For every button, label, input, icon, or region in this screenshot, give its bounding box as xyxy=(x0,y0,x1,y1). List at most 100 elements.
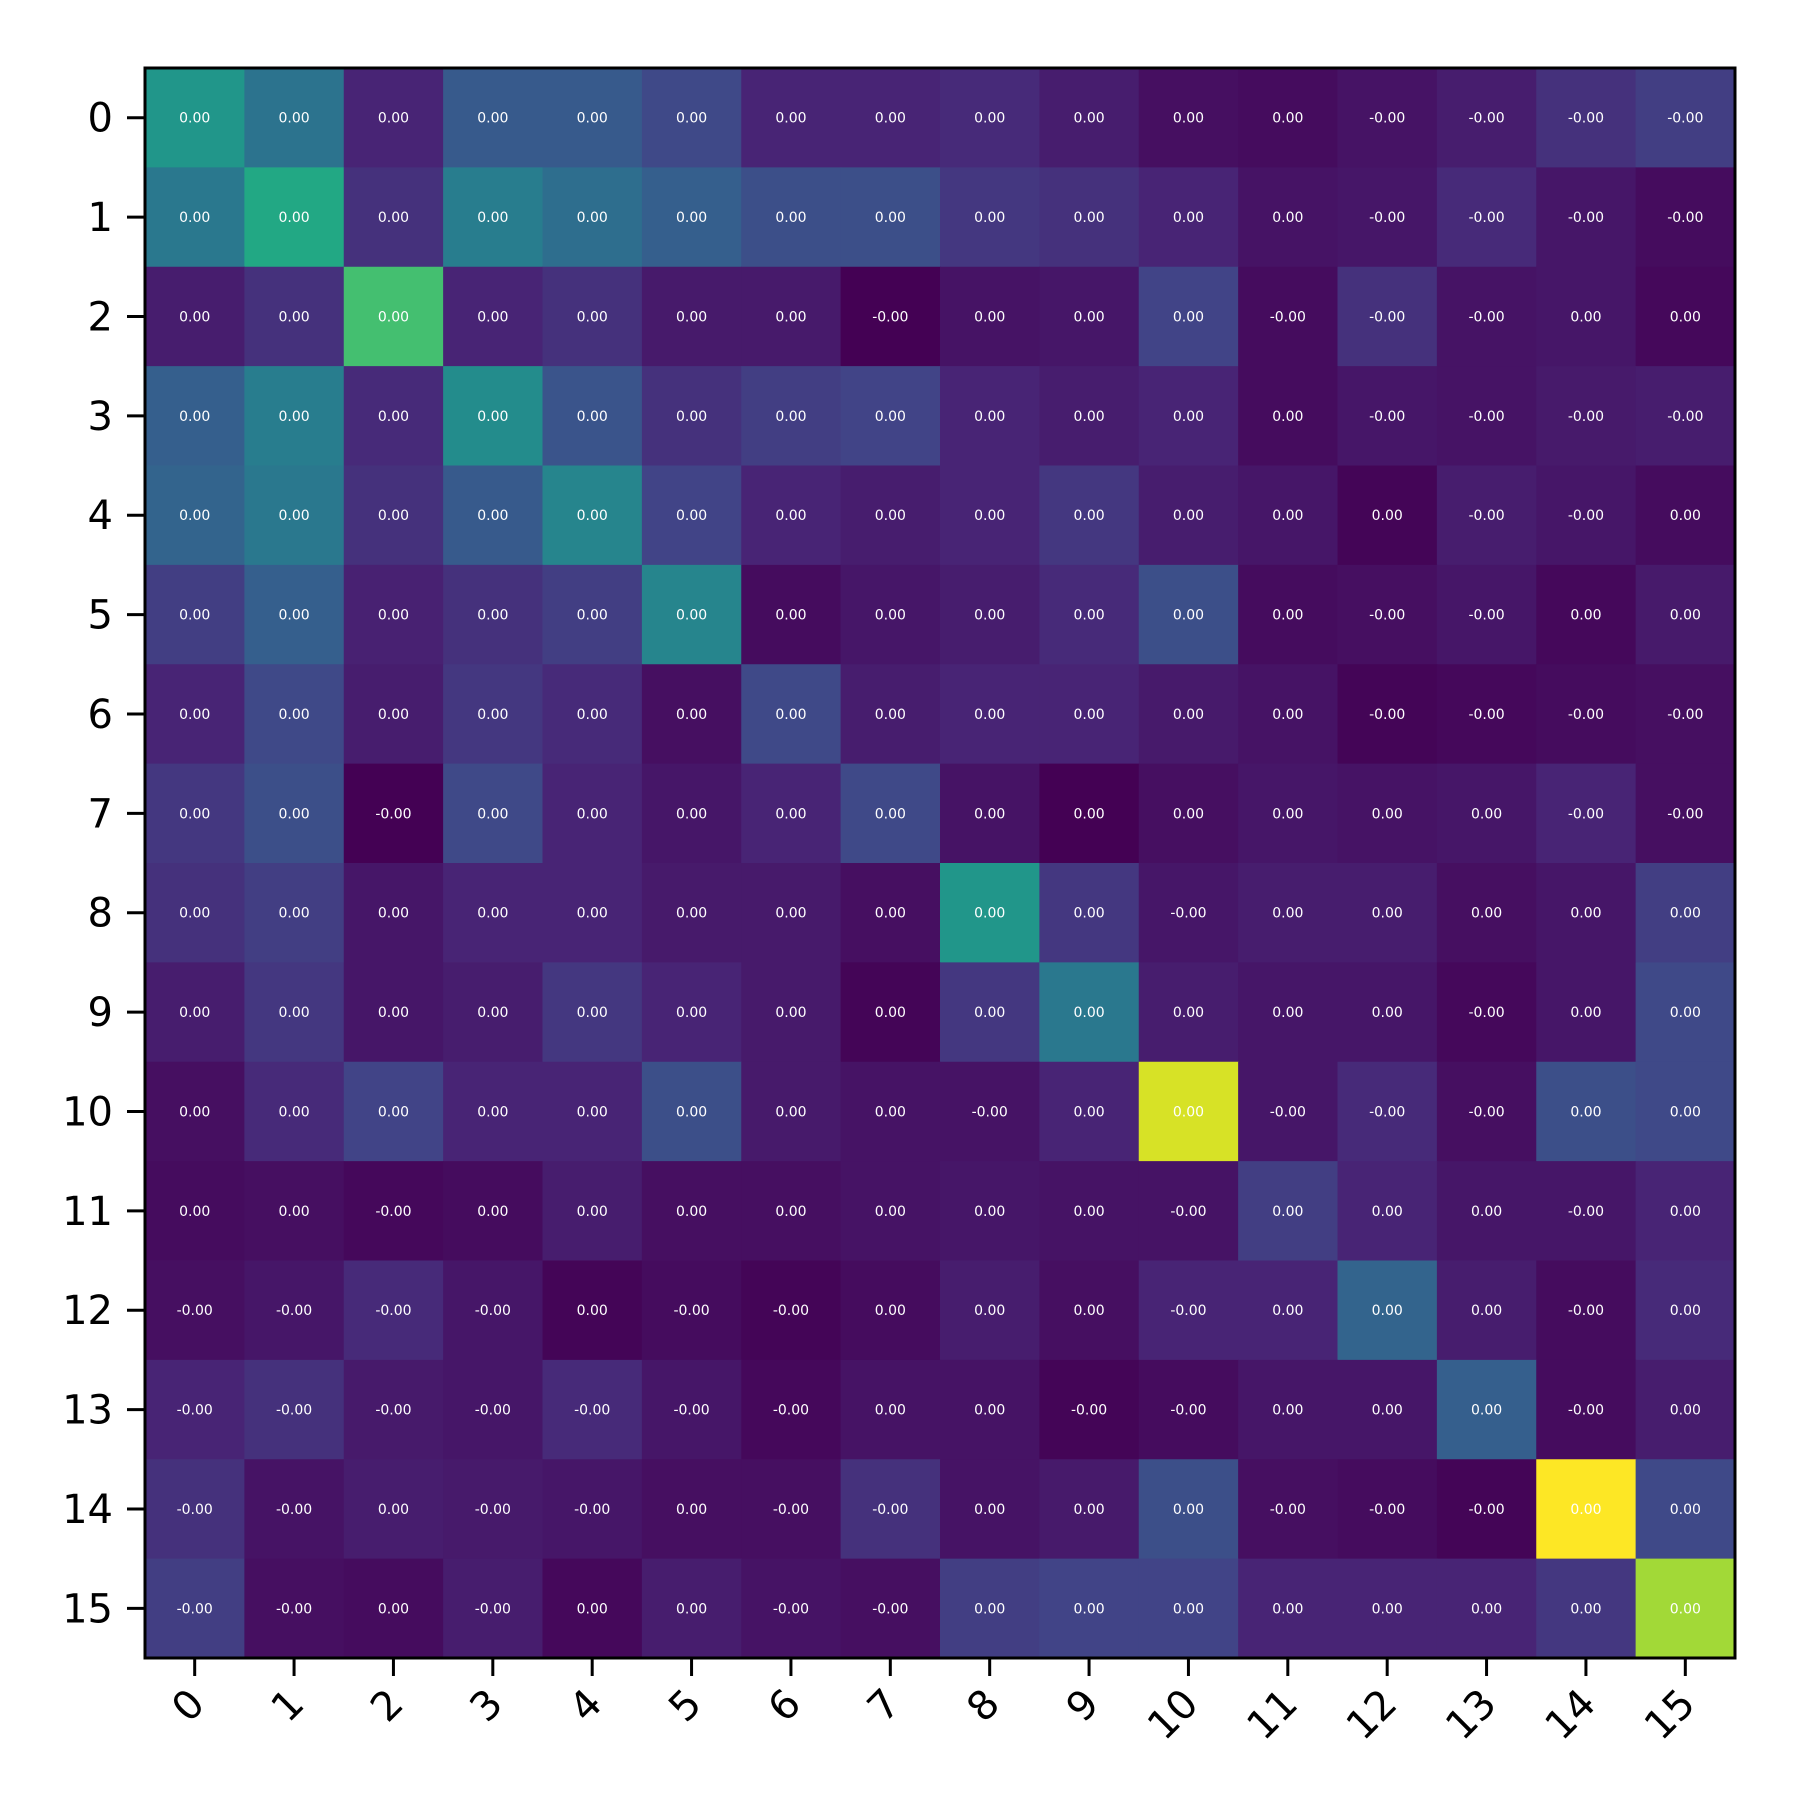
y-tick-label-6: 6 xyxy=(88,692,113,738)
cell-value-r5-c2: 0.00 xyxy=(378,608,409,624)
heatmap-cell-r15-c5 xyxy=(641,1558,742,1659)
cell-value-r3-c7: 0.00 xyxy=(875,409,906,425)
heatmap-cell-r12-c14 xyxy=(1536,1260,1637,1361)
heatmap-cell-r10-c5 xyxy=(641,1061,742,1162)
cell-value-r6-c10: 0.00 xyxy=(1173,707,1204,723)
heatmap-cell-labels: 0.00 0.00 0.00 0.00 0.00 0.00 0.00 0.00 0.00 0.00… xyxy=(177,111,1704,1618)
cell-value-r10-c9: 0.00 xyxy=(1073,1104,1104,1120)
heatmap-cell-r15-c13 xyxy=(1436,1558,1537,1659)
heatmap-cell-r0-c11 xyxy=(1238,68,1339,168)
heatmap-cell-r14-c1 xyxy=(244,1459,345,1560)
cell-value-r10-c10: 0.00 xyxy=(1173,1104,1204,1120)
heatmap-cell-r11-c13 xyxy=(1436,1161,1537,1262)
heatmap-cell-r11-c15 xyxy=(1635,1161,1736,1262)
cell-value-r14-c11: -0.00 xyxy=(1270,1502,1306,1518)
heatmap-cell-r12-c2 xyxy=(343,1260,444,1361)
heatmap-cell-r10-c2 xyxy=(343,1061,444,1162)
cell-value-r8-c2: 0.00 xyxy=(378,906,409,922)
cell-value-r7-c9: 0.00 xyxy=(1073,806,1104,822)
heatmap-cell-r5-c12 xyxy=(1337,564,1438,665)
cell-value-r7-c6: 0.00 xyxy=(775,806,806,822)
cell-value-r4-c6: 0.00 xyxy=(775,508,806,524)
cell-value-r7-c11: 0.00 xyxy=(1272,806,1303,822)
cell-value-r13-c15: 0.00 xyxy=(1670,1403,1701,1419)
heatmap-cell-r11-c8 xyxy=(940,1161,1040,1262)
cell-value-r14-c12: -0.00 xyxy=(1369,1502,1405,1518)
heatmap-cell-r7-c10 xyxy=(1138,763,1239,864)
cell-value-r12-c9: 0.00 xyxy=(1073,1303,1104,1319)
heatmap-cell-r12-c3 xyxy=(443,1260,544,1361)
heatmap-cell-r2-c4 xyxy=(542,266,643,367)
cell-value-r6-c15: -0.00 xyxy=(1667,707,1703,723)
cell-value-r12-c15: 0.00 xyxy=(1670,1303,1701,1319)
y-tick-label-12: 12 xyxy=(62,1288,113,1334)
cell-value-r3-c8: 0.00 xyxy=(974,409,1005,425)
cell-value-r9-c13: -0.00 xyxy=(1468,1005,1504,1021)
heatmap-cell-r7-c8 xyxy=(940,763,1040,864)
heatmap-cell-r8-c5 xyxy=(641,863,742,963)
heatmap-cell-r4-c14 xyxy=(1536,465,1637,566)
cell-value-r15-c13: 0.00 xyxy=(1471,1601,1502,1617)
heatmap-cell-r13-c12 xyxy=(1337,1359,1438,1460)
heatmap-cell-r2-c14 xyxy=(1536,266,1637,367)
cell-value-r9-c11: 0.00 xyxy=(1272,1005,1303,1021)
y-tick-label-2: 2 xyxy=(88,294,113,340)
cell-value-r0-c15: -0.00 xyxy=(1667,111,1703,127)
cell-value-r7-c4: 0.00 xyxy=(577,806,608,822)
cell-value-r15-c4: 0.00 xyxy=(577,1601,608,1617)
x-tick-label-6: 6 xyxy=(759,1681,810,1732)
cell-value-r4-c9: 0.00 xyxy=(1073,508,1104,524)
heatmap-cell-r6-c2 xyxy=(343,664,444,765)
cell-value-r8-c3: 0.00 xyxy=(477,906,508,922)
cell-value-r13-c6: -0.00 xyxy=(773,1403,809,1419)
heatmap-cell-r13-c15 xyxy=(1635,1359,1736,1460)
heatmap-cell-r0-c1 xyxy=(244,68,345,168)
cell-value-r1-c11: 0.00 xyxy=(1272,210,1303,226)
cell-value-r6-c7: 0.00 xyxy=(875,707,906,723)
cell-value-r5-c15: 0.00 xyxy=(1670,608,1701,624)
cell-value-r6-c14: -0.00 xyxy=(1568,707,1604,723)
cell-value-r9-c1: 0.00 xyxy=(278,1005,309,1021)
cell-value-r7-c10: 0.00 xyxy=(1173,806,1204,822)
cell-value-r4-c10: 0.00 xyxy=(1173,508,1204,524)
cell-value-r2-c11: -0.00 xyxy=(1270,309,1306,325)
cell-value-r10-c13: -0.00 xyxy=(1468,1104,1504,1120)
heatmap-cell-r9-c3 xyxy=(443,962,544,1063)
cell-value-r13-c7: 0.00 xyxy=(875,1403,906,1419)
cell-value-r13-c11: 0.00 xyxy=(1272,1403,1303,1419)
heatmap-cell-r5-c3 xyxy=(443,564,544,665)
heatmap-cell-r11-c12 xyxy=(1337,1161,1438,1262)
cell-value-r0-c10: 0.00 xyxy=(1173,111,1204,127)
heatmap-cell-r14-c3 xyxy=(443,1459,544,1560)
cell-value-r13-c2: -0.00 xyxy=(375,1403,411,1419)
cell-value-r0-c4: 0.00 xyxy=(577,111,608,127)
cell-value-r2-c1: 0.00 xyxy=(278,309,309,325)
cell-value-r4-c14: -0.00 xyxy=(1568,508,1604,524)
heatmap-cell-r10-c13 xyxy=(1436,1061,1537,1162)
cell-value-r13-c3: -0.00 xyxy=(475,1403,511,1419)
heatmap-cell-r2-c11 xyxy=(1238,266,1339,367)
x-tick-label-2: 2 xyxy=(362,1681,413,1732)
heatmap-cell-r9-c0 xyxy=(145,962,245,1063)
heatmap-cell-r8-c0 xyxy=(145,863,245,963)
heatmap-cell-r14-c8 xyxy=(940,1459,1040,1560)
heatmap-cell-r0-c14 xyxy=(1536,68,1637,168)
heatmap-cell-r7-c7 xyxy=(840,763,941,864)
heatmap-cell-r1-c5 xyxy=(641,167,742,268)
cell-value-r10-c4: 0.00 xyxy=(577,1104,608,1120)
cell-value-r9-c4: 0.00 xyxy=(577,1005,608,1021)
heatmap-cell-r11-c2 xyxy=(343,1161,444,1262)
heatmap-cell-r2-c7 xyxy=(840,266,941,367)
cell-value-r0-c9: 0.00 xyxy=(1073,111,1104,127)
cell-value-r14-c9: 0.00 xyxy=(1073,1502,1104,1518)
heatmap-cell-r12-c15 xyxy=(1635,1260,1736,1361)
heatmap-cell-r11-c10 xyxy=(1138,1161,1239,1262)
heatmap-cell-r10-c12 xyxy=(1337,1061,1438,1162)
heatmap-cell-r14-c0 xyxy=(145,1459,245,1560)
cell-value-r9-c0: 0.00 xyxy=(179,1005,210,1021)
x-tick-label-13: 13 xyxy=(1437,1681,1506,1750)
heatmap-cell-r13-c10 xyxy=(1138,1359,1239,1460)
heatmap-cell-r0-c3 xyxy=(443,68,544,168)
x-axis: 0 1 2 3 4 5 6 7 8 9 10 11 12 13 14 15 xyxy=(163,1658,1704,1749)
heatmap-cell-r14-c2 xyxy=(343,1459,444,1560)
